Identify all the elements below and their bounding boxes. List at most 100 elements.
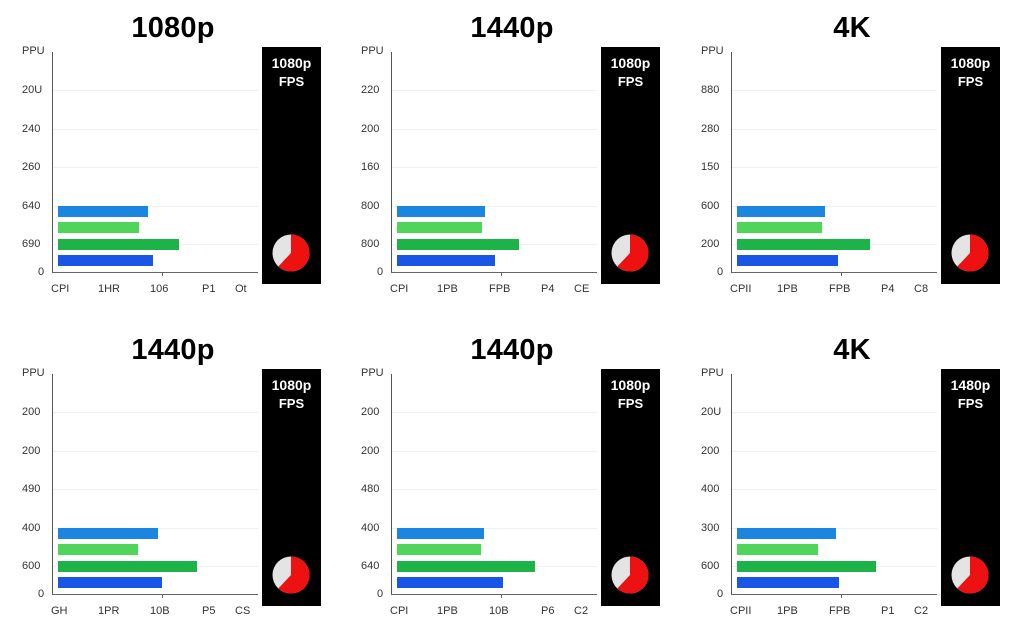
- fps-resolution-label: 1080p: [950, 55, 991, 71]
- y-tick-label: 200: [361, 406, 380, 418]
- fps-resolution-label: 1480p: [950, 377, 991, 393]
- y-tick-label: PPU: [701, 45, 724, 57]
- fps-label: FPS: [617, 396, 644, 411]
- y-tick-label: 160: [361, 161, 380, 173]
- x-tick-label: GH: [51, 605, 68, 617]
- pie-chart-icon: [951, 556, 989, 594]
- x-tick-label: P4: [881, 283, 895, 295]
- fps-resolution-label: 1080p: [271, 377, 312, 393]
- x-tick-label: CE: [574, 283, 590, 295]
- y-tick-label: 800: [361, 200, 380, 212]
- pie-chart-icon: [272, 556, 310, 594]
- bar-dark-blue: [737, 577, 839, 588]
- y-axis: [391, 52, 392, 273]
- bar-dark-blue: [58, 577, 162, 588]
- x-tick-label: FPB: [829, 605, 851, 617]
- x-tick-label: CPII: [730, 605, 752, 617]
- x-tick-label: 1PB: [437, 605, 458, 617]
- bar-light-green: [58, 222, 139, 233]
- x-axis: [52, 272, 258, 273]
- x-tick-label: Ot: [235, 283, 247, 295]
- y-axis: [731, 52, 732, 273]
- x-tick-label: P4: [541, 283, 555, 295]
- gridline: [392, 90, 597, 91]
- gridline: [392, 489, 597, 490]
- y-tick-label: 150: [701, 161, 720, 173]
- bar-green: [58, 239, 179, 250]
- y-tick-label: 600: [701, 200, 720, 212]
- bar-blue: [397, 528, 484, 539]
- y-tick-label: PPU: [361, 367, 384, 379]
- x-tick-label: C8: [914, 283, 929, 295]
- y-tick-label: 800: [361, 238, 380, 250]
- gridline: [732, 129, 937, 130]
- y-tick-label: 0: [717, 588, 724, 600]
- fps-label: FPS: [278, 396, 305, 411]
- chart-panel: 4K PPU 880 280 150 600 200 0 CPII 1PB FP…: [679, 0, 1019, 320]
- x-axis: [731, 594, 937, 595]
- x-tick-label: CPII: [730, 283, 752, 295]
- gridline: [53, 129, 258, 130]
- y-tick-label: 400: [361, 522, 380, 534]
- bar-dark-blue: [397, 255, 495, 266]
- y-tick-label: 200: [22, 406, 41, 418]
- x-tick-label: CS: [235, 605, 251, 617]
- fps-label: FPS: [957, 74, 984, 89]
- pie-chart-icon: [951, 234, 989, 272]
- y-tick-label: 0: [38, 588, 45, 600]
- x-tick: [162, 594, 163, 598]
- bar-light-green: [737, 222, 822, 233]
- y-tick-label: 280: [701, 123, 720, 135]
- y-tick-label: 300: [701, 522, 720, 534]
- x-axis: [52, 594, 258, 595]
- bar-light-green: [737, 544, 818, 555]
- chart-panel: 1440p PPU 220 200 160 800 800 0 CPI 1PB …: [339, 0, 679, 320]
- y-tick-label: 220: [361, 84, 380, 96]
- bar-blue: [737, 528, 836, 539]
- x-tick: [501, 594, 502, 598]
- bar-blue: [737, 206, 825, 217]
- pie-chart-icon: [611, 556, 649, 594]
- y-tick-label: PPU: [22, 367, 45, 379]
- y-tick-label: 0: [377, 266, 384, 278]
- gridline: [53, 451, 258, 452]
- x-tick-label: FPB: [489, 283, 511, 295]
- fps-side-panel: 1080p FPS: [601, 47, 660, 284]
- x-tick-label: 10B: [150, 605, 170, 617]
- y-axis: [52, 374, 53, 595]
- x-tick-label: 106: [150, 283, 169, 295]
- bar-green: [397, 239, 519, 250]
- chart-title: 1440p: [470, 334, 554, 366]
- y-tick-label: PPU: [361, 45, 384, 57]
- x-tick-label: 1PB: [777, 283, 798, 295]
- chart-title: 1440p: [470, 12, 554, 44]
- gridline: [392, 451, 597, 452]
- y-tick-label: 260: [22, 161, 41, 173]
- x-tick-label: 1PR: [98, 605, 120, 617]
- fps-resolution-label: 1080p: [271, 55, 312, 71]
- x-tick-label: C2: [914, 605, 929, 617]
- bar-green: [737, 561, 876, 572]
- x-tick-label: P1: [881, 605, 895, 617]
- y-tick-label: 200: [22, 445, 41, 457]
- x-tick-label: 1HR: [98, 283, 121, 295]
- y-axis: [52, 52, 53, 273]
- y-tick-label: 640: [22, 200, 41, 212]
- fps-label: FPS: [278, 74, 305, 89]
- y-tick-label: 20U: [22, 84, 43, 96]
- gridline: [392, 167, 597, 168]
- chart-title: 1440p: [131, 334, 215, 366]
- x-axis: [391, 594, 597, 595]
- gridline: [53, 206, 258, 207]
- gridline: [732, 412, 937, 413]
- x-tick: [501, 272, 502, 276]
- gridline: [732, 167, 937, 168]
- y-tick-label: 20U: [701, 406, 722, 418]
- y-tick-label: PPU: [22, 45, 45, 57]
- y-axis: [731, 374, 732, 595]
- gridline: [53, 90, 258, 91]
- y-tick-label: 400: [701, 483, 720, 495]
- chart-title: 1080p: [131, 12, 215, 44]
- x-tick-label: 1PB: [437, 283, 458, 295]
- fps-label: FPS: [957, 396, 984, 411]
